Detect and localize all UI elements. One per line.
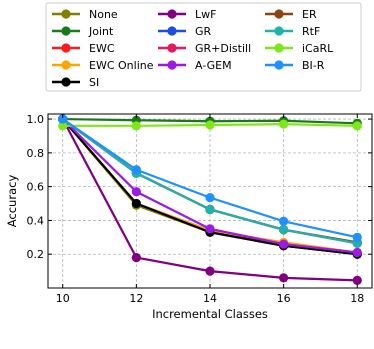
data-point <box>352 247 362 258</box>
data-point <box>279 273 289 283</box>
legend-marker-gr <box>167 26 177 36</box>
legend-label-gr-distill: GR+Distill <box>195 42 251 55</box>
legend-label-none: None <box>89 8 118 21</box>
legend-label-si: SI <box>89 76 99 89</box>
data-point <box>205 204 215 215</box>
legend-marker-none <box>61 9 71 19</box>
x-tick-label: 16 <box>277 292 291 305</box>
legend-box <box>45 2 362 92</box>
x-axis-label: Incremental Classes <box>152 307 268 321</box>
data-point <box>279 239 289 249</box>
y-tick-label: 0.8 <box>27 147 45 160</box>
legend-label-gr: GR <box>195 25 212 38</box>
legend-marker-lwf <box>167 9 177 19</box>
legend-label-icarl: iCaRL <box>302 42 334 55</box>
data-point <box>58 114 68 124</box>
data-point <box>205 266 215 276</box>
x-tick-label: 10 <box>56 292 70 305</box>
legend: None Joint EWC EWC Online SI LwF GR GR+Distill A… <box>45 2 362 92</box>
x-tick-label: 12 <box>129 292 143 305</box>
y-tick-label: 0.6 <box>27 181 45 194</box>
legend-marker-si <box>61 77 71 87</box>
legend-label-er: ER <box>302 8 317 21</box>
data-point <box>131 198 141 209</box>
data-point <box>131 252 141 263</box>
legend-label-joint: Joint <box>88 25 114 38</box>
data-point <box>279 119 289 129</box>
legend-label-lwf: LwF <box>195 8 216 21</box>
legend-label-rtf: RtF <box>302 25 320 38</box>
legend-label-a-gem: A-GEM <box>195 59 232 72</box>
legend-marker-ewc-online <box>61 60 71 70</box>
legend-marker-er <box>274 9 284 19</box>
x-tick-label: 18 <box>350 292 364 305</box>
series-layer <box>58 114 362 285</box>
legend-label-bi-r: BI-R <box>302 59 325 72</box>
legend-marker-icarl <box>274 43 284 53</box>
legend-marker-bi-r <box>274 60 284 70</box>
data-point <box>205 224 215 234</box>
data-point <box>279 225 289 235</box>
y-tick-label: 1.0 <box>27 113 45 126</box>
x-tick-label: 14 <box>203 292 217 305</box>
legend-label-ewc-online: EWC Online <box>89 59 154 72</box>
data-point <box>205 120 215 130</box>
legend-marker-gr-distill <box>167 43 177 53</box>
data-point <box>205 193 215 203</box>
legend-marker-a-gem <box>167 60 177 70</box>
data-point <box>131 165 141 175</box>
data-point <box>131 187 141 197</box>
data-point <box>352 275 362 285</box>
legend-marker-joint <box>61 26 71 36</box>
data-point <box>352 232 362 242</box>
legend-marker-rtf <box>274 26 284 36</box>
y-tick-label: 0.2 <box>27 248 45 261</box>
axes: 10 12 14 16 18 0.2 0.4 0.6 0.8 1.0 <box>27 113 373 305</box>
y-axis-label: Accuracy <box>5 175 19 228</box>
data-point <box>58 121 68 131</box>
legend-marker-ewc <box>61 43 71 53</box>
data-point <box>279 216 289 226</box>
legend-label-ewc: EWC <box>89 42 115 55</box>
data-point <box>352 121 362 131</box>
y-tick-label: 0.4 <box>27 214 45 227</box>
data-point <box>131 121 141 131</box>
